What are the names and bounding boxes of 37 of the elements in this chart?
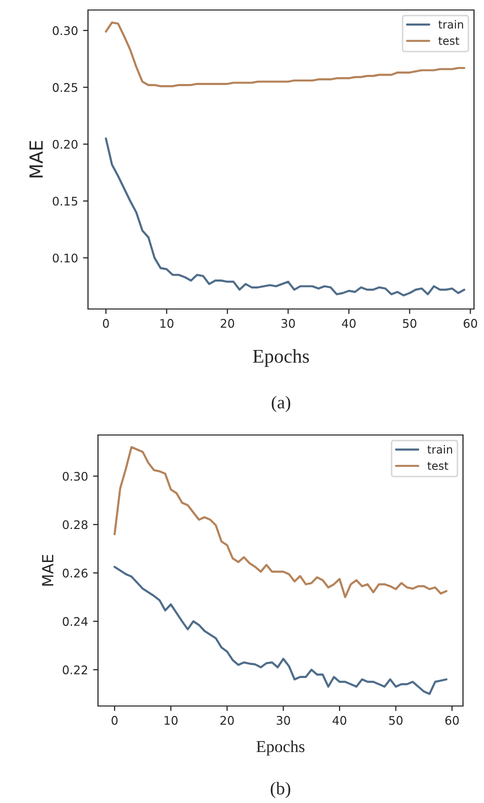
legend-label: test [438,36,460,45]
x-tick-label: 0 [102,318,109,328]
x-tick-label: 10 [160,318,174,328]
x-axis-title: Epochs [256,740,304,756]
x-tick-label: 40 [332,716,346,725]
y-tick-label: 0.22 [62,665,88,674]
x-tick-label: 60 [445,716,459,725]
y-tick-label: 0.24 [62,617,88,626]
text: (b) [270,782,290,798]
line-series [104,21,466,88]
legend-label: test [427,462,448,470]
x-tick-label: 60 [464,318,478,328]
x-tick-label: 10 [164,716,178,725]
y-axis-title: MAE [30,140,43,178]
x-tick-label: 40 [342,318,356,328]
x-tick-label: 30 [276,716,290,725]
y-tick-label: 0.20 [52,140,78,149]
x-tick-label: 50 [403,318,416,328]
line-series [104,137,466,296]
y-tick-label: 0.28 [62,520,88,530]
legend-label: train [427,445,452,454]
y-tick-label: 0.30 [62,472,88,481]
y-tick-label: 0.30 [52,26,78,36]
text: (a) [272,396,290,412]
x-tick-label: 30 [282,318,295,328]
line-series [114,566,448,695]
x-tick-label: 20 [220,318,234,328]
x-tick-label: 0 [112,716,118,725]
x-tick-label: 20 [220,716,234,725]
y-tick-label: 0.10 [52,254,78,262]
x-axis-title: Epochs [252,349,309,367]
x-tick-label: 50 [389,716,403,725]
y-tick-label: 0.15 [52,196,78,206]
y-tick-label: 0.26 [62,568,88,578]
y-axis-title: MAE [42,554,54,586]
legend-label: train [438,20,464,29]
y-tick-label: 0.25 [52,83,78,92]
